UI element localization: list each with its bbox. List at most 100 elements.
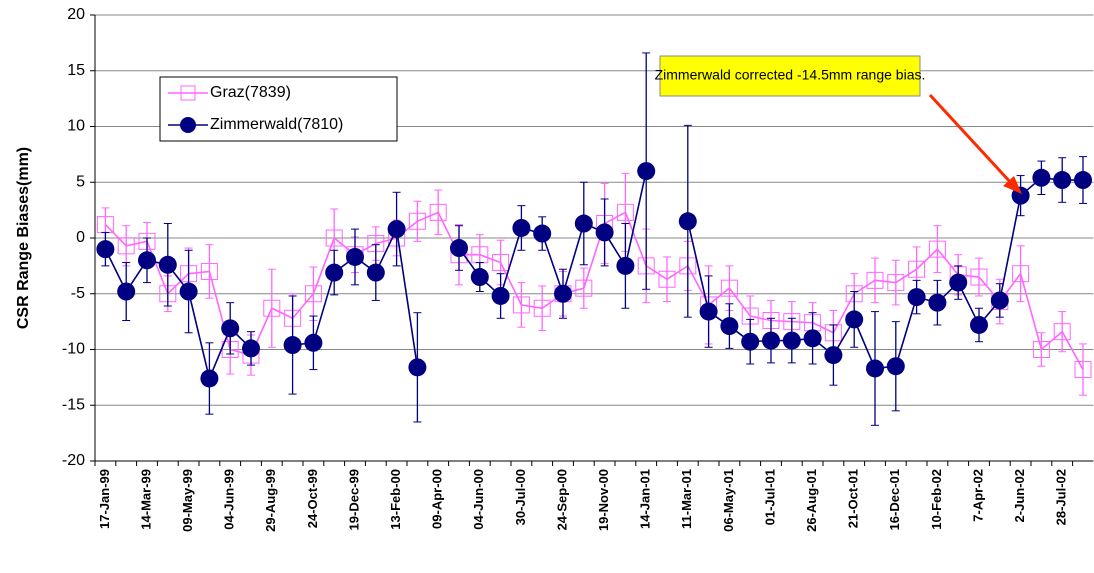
marker bbox=[325, 263, 344, 282]
legend-marker bbox=[180, 85, 196, 101]
plot-area: -20 -15 -10 -5 0 5 10 15 20 17-Jan-99 14-Mar-99 09-… bbox=[62, 6, 1094, 532]
marker bbox=[1032, 168, 1051, 187]
marker bbox=[200, 369, 219, 388]
arrowhead bbox=[1003, 176, 1022, 194]
marker bbox=[741, 332, 760, 351]
marker bbox=[554, 284, 572, 303]
x-tick-label: 10-Feb-02 bbox=[929, 469, 944, 530]
marker bbox=[803, 329, 822, 348]
marker bbox=[762, 331, 780, 350]
marker bbox=[949, 273, 968, 292]
y-tick-label: 10 bbox=[67, 118, 85, 135]
marker bbox=[720, 317, 739, 336]
legend-marker bbox=[180, 117, 196, 133]
marker bbox=[824, 346, 843, 365]
marker bbox=[221, 319, 240, 338]
annotation-arrow bbox=[928, 93, 1014, 186]
x-tick-label: 26-Aug-01 bbox=[804, 469, 819, 532]
marker bbox=[678, 212, 697, 231]
y-tick-label: 5 bbox=[76, 173, 85, 190]
marker bbox=[346, 247, 364, 266]
x-tick-label: 24-Sep-00 bbox=[554, 469, 569, 530]
marker bbox=[117, 282, 136, 301]
marker bbox=[429, 203, 447, 221]
marker bbox=[866, 359, 884, 378]
marker bbox=[990, 291, 1009, 310]
marker bbox=[512, 218, 531, 237]
annotation-box bbox=[659, 55, 921, 97]
marker bbox=[658, 270, 676, 288]
x-tick-label: 21-Oct-01 bbox=[846, 469, 861, 528]
x-tick-label: 16-Dec-01 bbox=[887, 469, 902, 530]
marker bbox=[1032, 341, 1050, 358]
marker bbox=[1053, 323, 1071, 341]
marker bbox=[263, 299, 281, 317]
y-tick-label: -15 bbox=[62, 396, 85, 413]
marker bbox=[616, 256, 635, 275]
y-tick-label: -10 bbox=[62, 341, 85, 358]
marker bbox=[450, 239, 468, 258]
marker bbox=[595, 223, 614, 242]
marker bbox=[408, 212, 426, 230]
marker bbox=[970, 315, 988, 334]
x-tick-label: 01-Jul-01 bbox=[762, 469, 777, 525]
marker bbox=[179, 282, 198, 301]
marker bbox=[782, 331, 801, 350]
marker bbox=[242, 339, 260, 358]
marker bbox=[283, 336, 302, 355]
y-tick-label: 20 bbox=[67, 6, 85, 23]
marker bbox=[845, 310, 864, 329]
x-tick-label: 24-Oct-99 bbox=[305, 469, 320, 528]
marker bbox=[699, 302, 718, 321]
marker bbox=[887, 274, 905, 292]
y-tick-label: 0 bbox=[76, 229, 85, 246]
marker bbox=[408, 358, 427, 377]
x-tick-label: 30-Jul-00 bbox=[513, 469, 528, 525]
legend-entries: Graz(7839) Zimmerwald(7810) bbox=[168, 84, 343, 133]
marker bbox=[533, 224, 552, 243]
marker bbox=[117, 237, 135, 255]
marker bbox=[512, 296, 530, 314]
marker bbox=[928, 240, 946, 258]
y-tick-label: -20 bbox=[62, 452, 85, 469]
marker bbox=[158, 255, 177, 274]
x-tick-label: 04-Jun-99 bbox=[222, 469, 237, 530]
x-tick-label: 14-Mar-99 bbox=[138, 469, 153, 530]
x-tick-label: 09-Apr-00 bbox=[430, 469, 445, 529]
marker bbox=[970, 268, 988, 286]
marker bbox=[928, 293, 947, 312]
legend-label: Zimmerwald(7810) bbox=[210, 116, 343, 133]
marker bbox=[96, 240, 115, 259]
x-tick-label: 09-May-99 bbox=[180, 469, 195, 532]
legend bbox=[159, 76, 398, 142]
marker bbox=[470, 268, 489, 287]
x-tick-label: 06-May-01 bbox=[721, 469, 736, 532]
annotation: Zimmerwald corrected -14.5mm range bias. bbox=[655, 67, 926, 83]
x-tick-label: 28-Jul-02 bbox=[1054, 469, 1069, 525]
legend-label: Graz(7839) bbox=[210, 84, 291, 101]
marker bbox=[908, 260, 926, 278]
marker bbox=[1074, 361, 1092, 379]
marker bbox=[886, 357, 905, 376]
marker bbox=[366, 263, 385, 282]
x-tick-label: 13-Feb-00 bbox=[388, 469, 403, 530]
marker bbox=[304, 333, 323, 352]
marker bbox=[1074, 171, 1092, 190]
marker bbox=[866, 271, 884, 289]
marker bbox=[304, 285, 322, 303]
marker bbox=[637, 162, 656, 181]
marker bbox=[533, 299, 551, 317]
marker bbox=[138, 251, 156, 270]
x-tick-label: 19-Dec-99 bbox=[346, 469, 361, 530]
marker bbox=[1053, 171, 1072, 190]
marker bbox=[1012, 265, 1030, 283]
y-tick-label: 15 bbox=[67, 62, 85, 79]
x-tick-label: 2-Jun-02 bbox=[1012, 469, 1027, 522]
marker bbox=[616, 203, 634, 221]
marker bbox=[200, 262, 218, 280]
marker bbox=[491, 286, 510, 305]
x-tick-label: 11-Mar-01 bbox=[679, 469, 694, 529]
x-tick-label: 19-Nov-00 bbox=[596, 469, 611, 531]
